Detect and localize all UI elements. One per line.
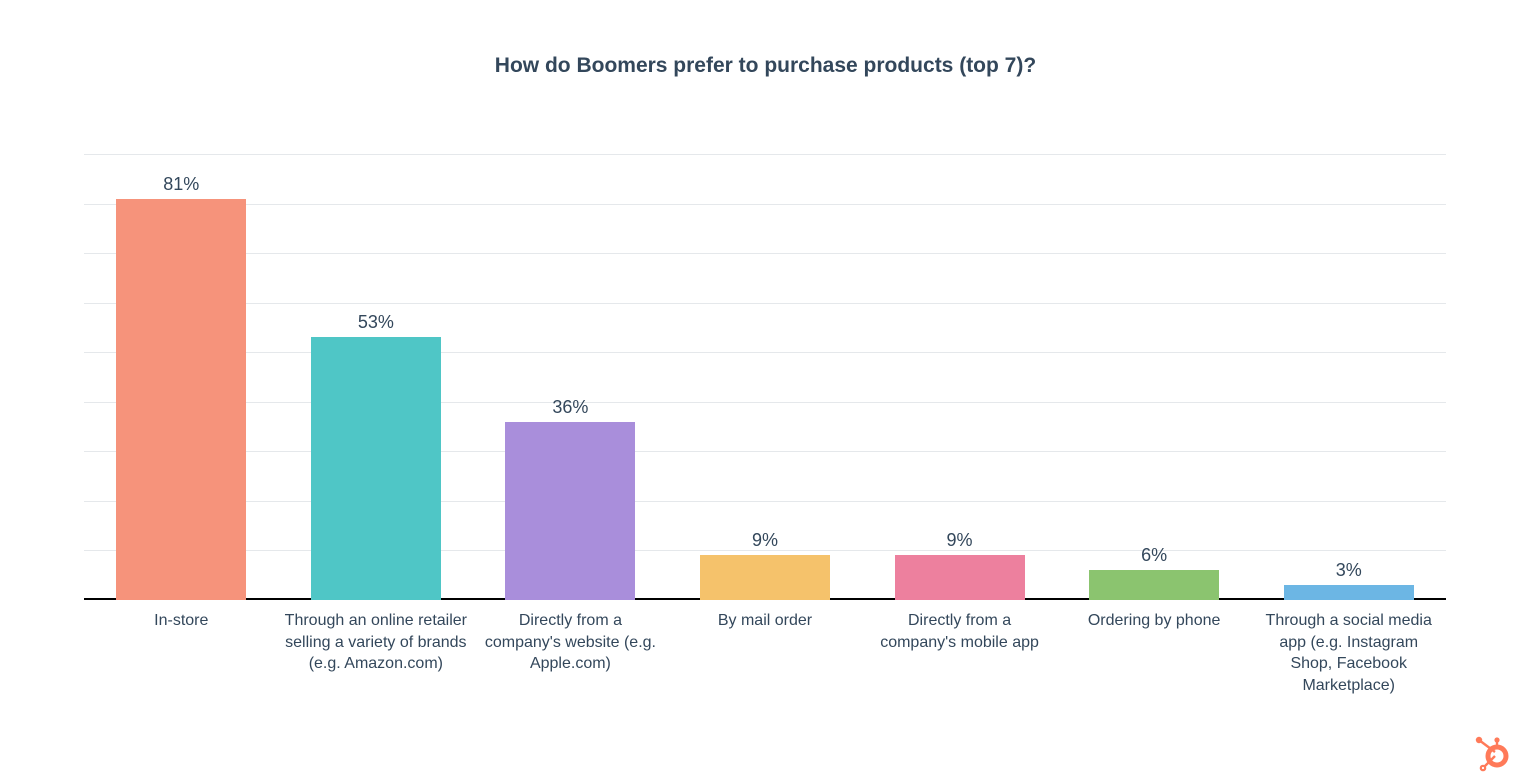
- x-axis-label: In-store: [84, 610, 279, 632]
- bar-group: 3%: [1251, 154, 1446, 600]
- bar-group: 6%: [1057, 154, 1252, 600]
- bar: [311, 337, 441, 600]
- bar: [1089, 570, 1219, 600]
- bar-value-label: 53%: [279, 312, 474, 333]
- bar-group: 9%: [862, 154, 1057, 600]
- x-axis-label: By mail order: [668, 610, 863, 632]
- x-axis-label: Ordering by phone: [1057, 610, 1252, 632]
- bar: [895, 555, 1025, 600]
- bar-value-label: 36%: [473, 397, 668, 418]
- bar-value-label: 3%: [1251, 560, 1446, 581]
- bar-group: 36%: [473, 154, 668, 600]
- plot-area: 81%53%36%9%9%6%3%: [84, 154, 1446, 600]
- bar-group: 53%: [279, 154, 474, 600]
- x-axis-label: Directly from a company's mobile app: [862, 610, 1057, 653]
- bar: [700, 555, 830, 600]
- bar-value-label: 9%: [668, 530, 863, 551]
- bar-value-label: 6%: [1057, 545, 1252, 566]
- chart-title: How do Boomers prefer to purchase produc…: [0, 54, 1531, 78]
- bar-group: 9%: [668, 154, 863, 600]
- bar-value-label: 81%: [84, 174, 279, 195]
- bar: [1284, 585, 1414, 600]
- bar-group: 81%: [84, 154, 279, 600]
- chart-area: 81%53%36%9%9%6%3% In-storeThrough an onl…: [84, 154, 1446, 780]
- bar: [116, 199, 246, 600]
- bar-value-label: 9%: [862, 530, 1057, 551]
- x-axis-label: Directly from a company's website (e.g. …: [473, 610, 668, 675]
- x-axis-label: Through an online retailer selling a var…: [279, 610, 474, 675]
- bar: [505, 422, 635, 600]
- x-axis-label: Through a social media app (e.g. Instagr…: [1251, 610, 1446, 696]
- hubspot-logo-icon: [1475, 736, 1509, 772]
